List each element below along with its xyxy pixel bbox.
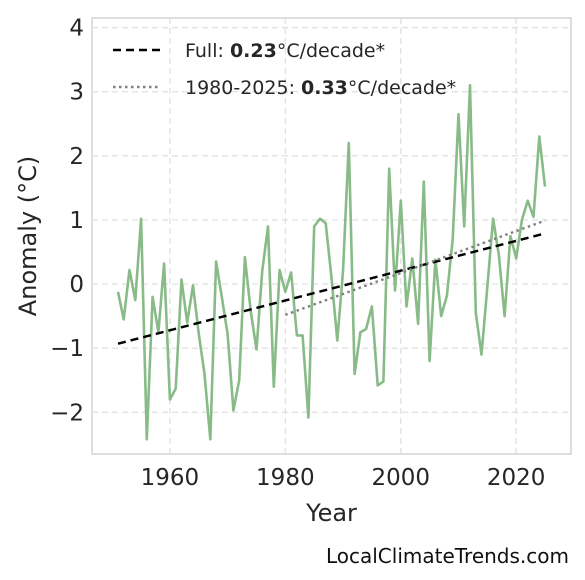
y-tick-label: 0 [69, 272, 84, 298]
y-tick-label: −2 [50, 400, 84, 426]
x-tick-label: 1960 [141, 465, 200, 491]
y-tick-label: 1 [69, 208, 84, 234]
legend-entry: 1980-2025: 0.33°C/decade* [185, 77, 456, 99]
y-axis-label: Anomaly (°C) [14, 156, 42, 316]
credit-text: LocalClimateTrends.com [325, 544, 569, 568]
y-tick-label: −1 [50, 336, 84, 362]
x-tick-label: 2020 [487, 465, 546, 491]
y-tick-label: 2 [69, 144, 84, 170]
legend: Full: 0.23°C/decade*1980-2025: 0.33°C/de… [113, 40, 456, 99]
legend-suffix: °C/decade* [348, 77, 456, 99]
series-layer [116, 84, 547, 441]
y-tick-label: 4 [69, 16, 84, 42]
trend-line-dashed [117, 232, 546, 345]
legend-rate-value: 0.23 [230, 40, 277, 62]
y-tick-labels: −2 −1 0 1 2 3 4 [50, 16, 84, 427]
x-tick-labels: 1960 1980 2000 2020 [141, 465, 546, 491]
x-tick-label: 1980 [256, 465, 315, 491]
x-tick-label: 2000 [371, 465, 430, 491]
anomaly-series-line [116, 84, 547, 441]
y-tick-label: 3 [69, 80, 84, 106]
legend-prefix: 1980-2025: [185, 77, 301, 99]
legend-prefix: Full: [185, 40, 230, 62]
trend-line-dotted [284, 219, 546, 317]
legend-suffix: °C/decade* [277, 40, 385, 62]
x-axis-label: Year [305, 499, 357, 527]
legend-rate-value: 0.33 [301, 77, 348, 99]
legend-entry: Full: 0.23°C/decade* [185, 40, 385, 62]
